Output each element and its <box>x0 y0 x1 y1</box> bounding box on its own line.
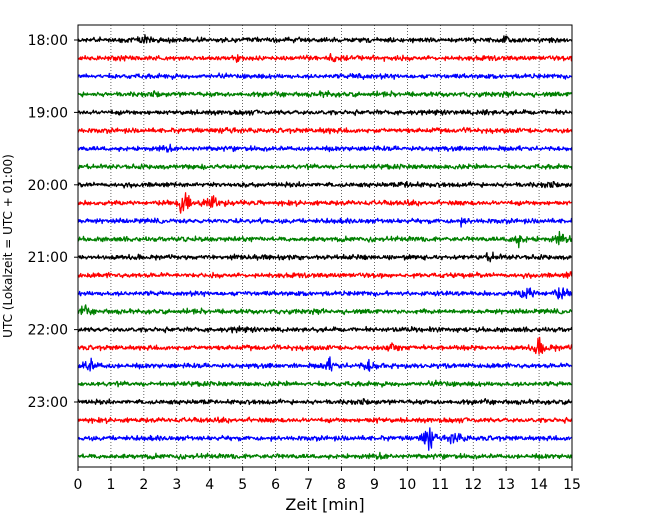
trace-1815 <box>77 53 573 63</box>
trace-2015 <box>77 192 573 214</box>
trace-1800 <box>77 34 573 44</box>
x-tick-label-14: 14 <box>530 477 548 493</box>
x-tick-label-6: 6 <box>271 477 280 493</box>
y-tick-label-5: 23:00 <box>28 395 68 411</box>
trace-2030 <box>77 217 573 228</box>
trace-2245 <box>77 379 573 388</box>
trace-2230 <box>77 356 573 372</box>
x-tick-label-11: 11 <box>431 477 449 493</box>
trace-1830 <box>77 72 573 80</box>
x-tick-label-9: 9 <box>370 477 379 493</box>
trace-1915 <box>77 126 573 135</box>
y-axis-ticks: 18:00 19:00 20:00 21:00 22:00 23:00 <box>28 33 78 411</box>
trace-1930 <box>77 143 573 153</box>
x-tick-label-5: 5 <box>238 477 247 493</box>
trace-2145 <box>77 304 573 316</box>
x-tick-label-0: 0 <box>74 477 83 493</box>
seismogram-traces <box>77 34 573 460</box>
x-tick-label-15: 15 <box>563 477 581 493</box>
trace-2130 <box>77 287 573 300</box>
trace-2100 <box>77 251 573 263</box>
x-tick-label-12: 12 <box>464 477 482 493</box>
x-tick-label-1: 1 <box>106 477 115 493</box>
trace-1945 <box>77 163 573 171</box>
x-axis-label: Zeit [min] <box>285 495 364 514</box>
trace-2000 <box>77 180 573 189</box>
x-tick-label-8: 8 <box>337 477 346 493</box>
x-tick-label-3: 3 <box>172 477 181 493</box>
x-tick-label-4: 4 <box>205 477 214 493</box>
x-axis-ticks: 0 1 2 3 4 5 6 7 8 9 10 11 12 13 14 15 <box>74 467 581 493</box>
y-tick-label-3: 21:00 <box>28 250 68 266</box>
x-tick-label-2: 2 <box>139 477 148 493</box>
trace-2345 <box>77 451 573 460</box>
y-tick-label-2: 20:00 <box>28 178 68 194</box>
trace-2330 <box>77 427 573 451</box>
y-tick-label-1: 19:00 <box>28 105 68 121</box>
x-tick-label-7: 7 <box>304 477 313 493</box>
trace-1900 <box>77 108 573 117</box>
trace-1845 <box>77 90 573 99</box>
plot-frame <box>77 24 573 468</box>
x-tick-label-13: 13 <box>497 477 515 493</box>
trace-2315 <box>77 416 573 425</box>
trace-2115 <box>77 271 573 280</box>
y-tick-label-0: 18:00 <box>28 33 68 49</box>
trace-2215 <box>77 336 573 355</box>
x-tick-label-10: 10 <box>398 477 416 493</box>
y-tick-label-4: 22:00 <box>28 323 68 339</box>
y-axis-label: UTC (Lokalzeit = UTC + 01:00) <box>1 154 15 338</box>
trace-2045 <box>77 230 573 249</box>
trace-2200 <box>77 325 573 334</box>
trace-2300 <box>77 398 573 406</box>
